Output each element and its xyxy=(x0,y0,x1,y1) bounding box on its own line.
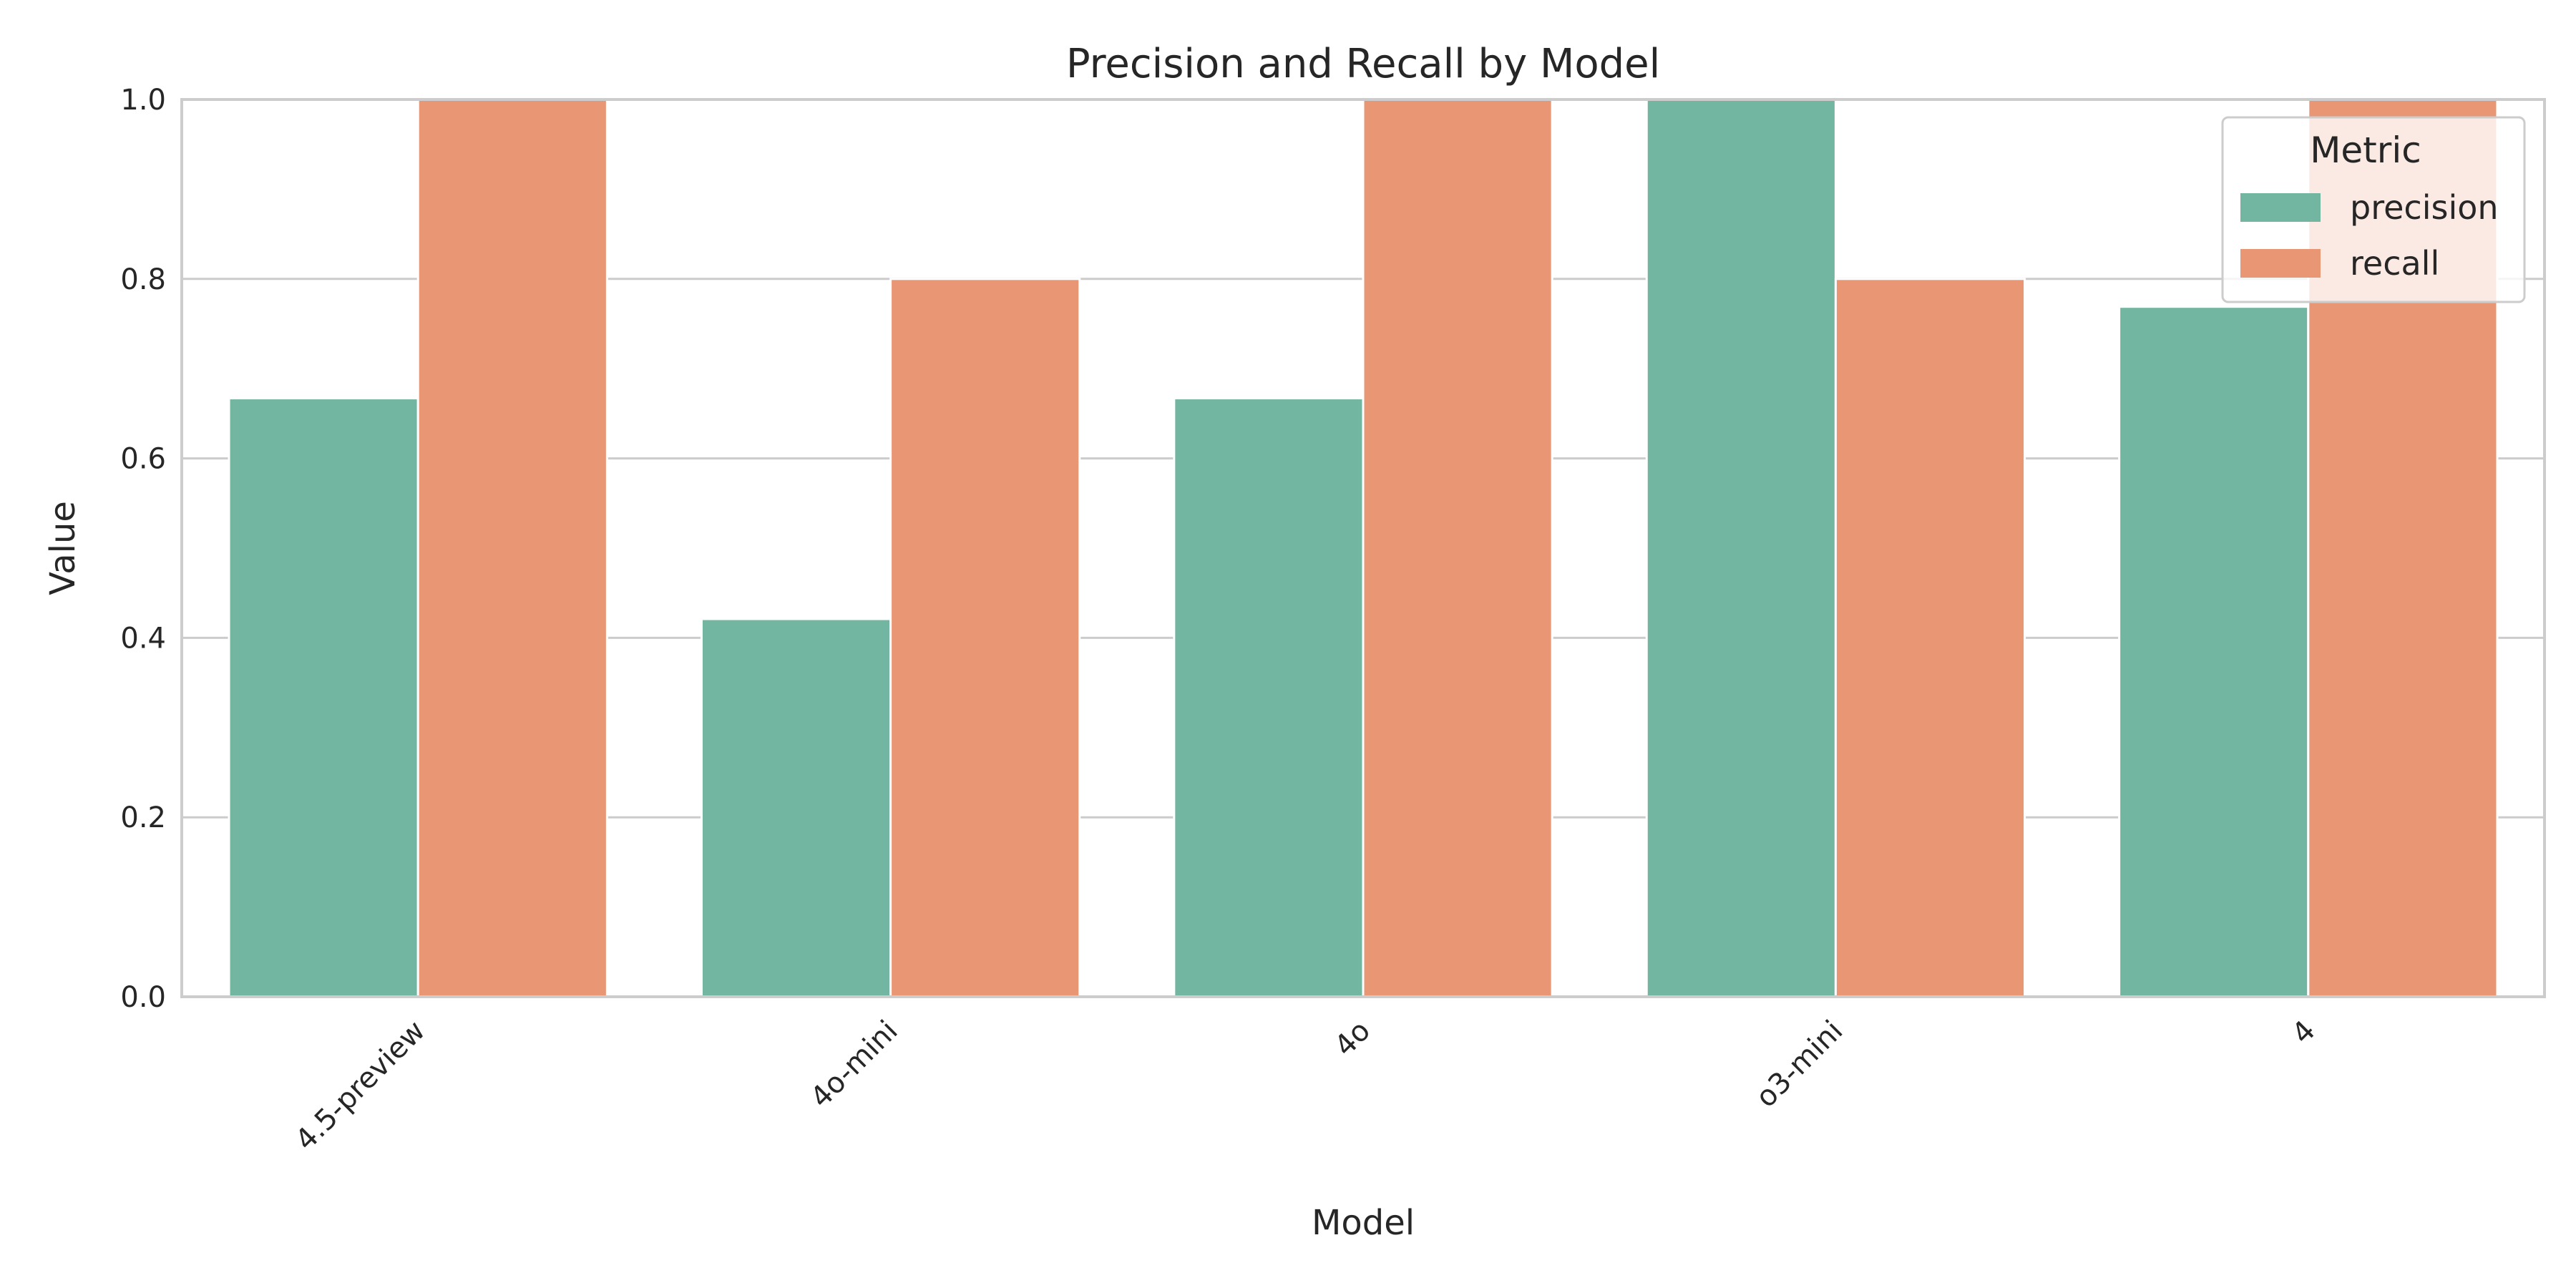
y-tick-label: 1.0 xyxy=(120,84,166,117)
legend-swatch-recall xyxy=(2240,249,2321,278)
bar-recall-o3-mini xyxy=(1834,278,2026,998)
legend: Metric precision recall xyxy=(2221,116,2526,303)
legend-swatch-precision xyxy=(2240,193,2321,222)
legend-items: precision recall xyxy=(2240,188,2499,283)
y-tick-label: 0.6 xyxy=(120,443,166,476)
y-tick-label: 0.2 xyxy=(120,801,166,834)
bar-precision-4.5-preview xyxy=(228,397,419,998)
legend-title: Metric xyxy=(2310,130,2421,171)
plot-frame xyxy=(180,98,2546,998)
legend-label-precision: precision xyxy=(2350,188,2499,227)
bar-precision-4o xyxy=(1173,397,1365,998)
y-tick-labels: 0.0 0.2 0.4 0.6 0.8 1.0 xyxy=(120,84,166,1014)
legend-label-recall: recall xyxy=(2350,244,2439,283)
x-axis-label: Model xyxy=(1312,1203,1415,1243)
bars xyxy=(228,98,2499,998)
bar-precision-4 xyxy=(2118,306,2310,998)
bar-precision-o3-mini xyxy=(1645,98,1837,998)
y-tick-label: 0.8 xyxy=(120,263,166,296)
bar-recall-4.5-preview xyxy=(416,98,608,998)
y-tick-label: 0.4 xyxy=(120,622,166,655)
bar-recall-4o-mini xyxy=(889,278,1081,998)
chart-title: Precision and Recall by Model xyxy=(1066,41,1660,87)
bar-precision-4o-mini xyxy=(700,618,892,998)
y-axis-label: Value xyxy=(43,501,83,595)
y-tick-label: 0.0 xyxy=(120,981,166,1014)
bar-recall-4o xyxy=(1362,98,1553,998)
